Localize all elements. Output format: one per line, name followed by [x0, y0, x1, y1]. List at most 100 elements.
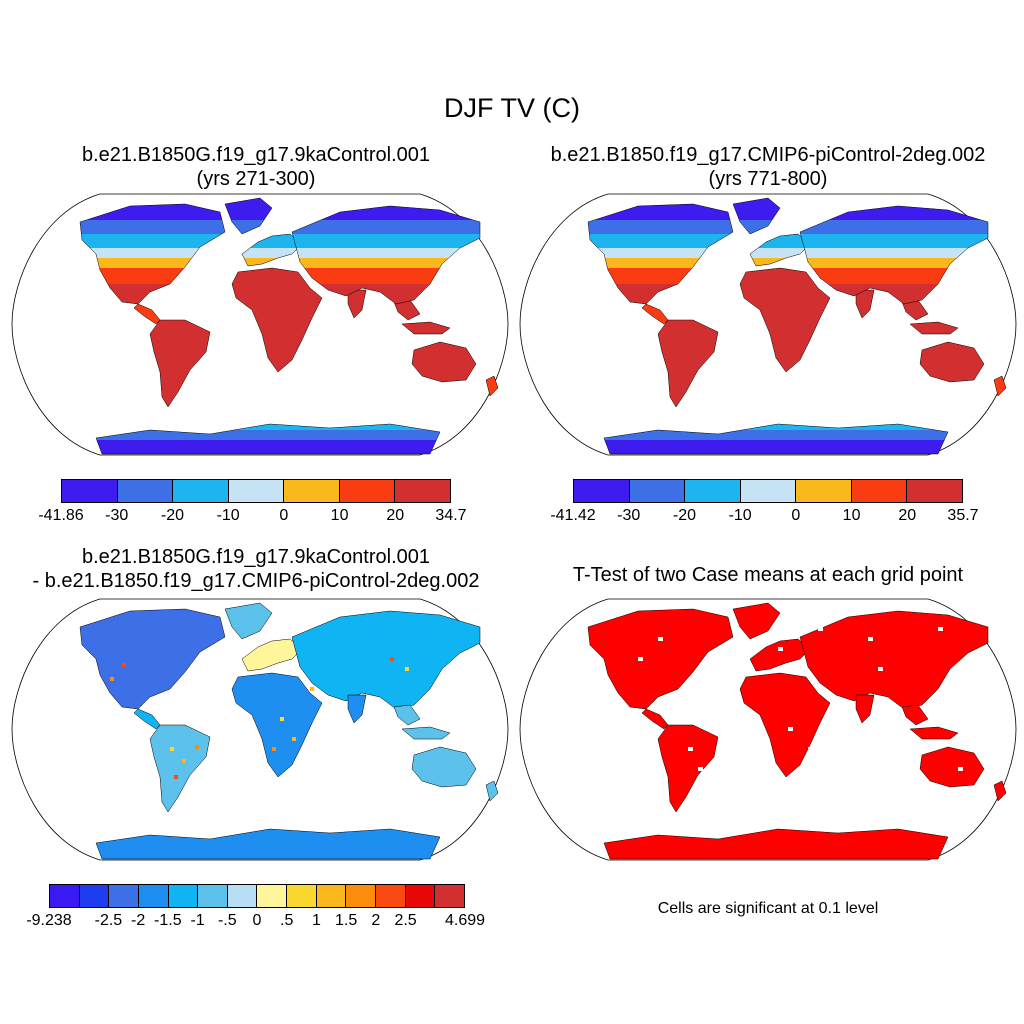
panel-2-title-line2: (yrs 771-800)	[708, 168, 828, 190]
continent-asia	[799, 610, 989, 710]
land-field	[79, 197, 499, 455]
colorbar-panel-1-labels: -41.86 -30 -20 -10 0 10 20 34.7	[38, 507, 466, 525]
colorbar-tick-label: 0	[791, 507, 801, 524]
non-significant-cell	[688, 747, 693, 751]
continent-india	[855, 694, 875, 724]
continent-india	[855, 289, 875, 319]
significant-cells	[587, 602, 1007, 860]
non-significant-cell	[868, 637, 873, 641]
panel-1-title-line1: b.e21.B1850G.f19_g17.9kaControl.001	[81, 144, 431, 166]
colorbar-box	[257, 885, 288, 907]
continent-africa	[231, 672, 323, 778]
colorbar-box	[173, 480, 229, 502]
continent-india	[347, 694, 367, 724]
colorbar-tick-label: -.5	[217, 912, 237, 929]
continent-antarctica	[95, 828, 441, 860]
anomaly-cell	[310, 687, 314, 691]
panel-1-title-line2: (yrs 271-300)	[196, 168, 316, 190]
continent-southAmerica	[657, 319, 719, 408]
colorbar-tick-label: -9.238	[26, 912, 72, 929]
colorbar-tick-label: 10	[842, 507, 861, 524]
colorbar-tick-label: 10	[330, 507, 349, 524]
anomaly-cell	[292, 737, 296, 741]
colorbar-box	[198, 885, 228, 907]
colorbar-box	[168, 885, 199, 907]
colorbar-box	[109, 885, 139, 907]
colorbar-tick-label: -30	[105, 507, 129, 524]
colorbar-tick-label: 35.7	[947, 507, 979, 524]
map-panel-3	[11, 598, 509, 861]
colorbar-tick-label: 20	[386, 507, 405, 524]
continent-southAmerica	[657, 724, 719, 813]
continent-greenland	[224, 602, 273, 640]
continent-southAmerica	[149, 319, 211, 408]
anomaly-cell	[182, 759, 186, 763]
colorbar-tick-label: 20	[898, 507, 917, 524]
colorbar-tick-label: -2.5	[94, 912, 123, 929]
colorbar-box	[685, 480, 741, 502]
colorbar-panel-1	[61, 479, 451, 503]
continent-australia	[919, 746, 985, 788]
non-significant-cell	[658, 637, 663, 641]
continent-centralAm	[133, 708, 161, 730]
continent-northAmerica	[587, 608, 734, 710]
continent-centralAm	[641, 303, 669, 325]
colorbar-box	[284, 480, 340, 502]
continent-nz	[993, 780, 1007, 802]
colorbar-box	[376, 885, 406, 907]
panel-3-title: b.e21.B1850G.f19_g17.9kaControl.001 - b.…	[0, 545, 512, 592]
continent-africa	[739, 267, 831, 373]
colorbar-tick-label: -2	[131, 912, 146, 929]
panel-3-title-line1: b.e21.B1850G.f19_g17.9kaControl.001	[81, 546, 431, 568]
anomaly-cell	[110, 677, 114, 681]
continent-india	[347, 289, 367, 319]
colorbar-tick-label: -10	[216, 507, 240, 524]
colorbar-tick-label: 2.5	[394, 912, 417, 929]
colorbar-box	[79, 885, 110, 907]
continent-antarctica	[604, 424, 948, 454]
panel-3-title-line2: - b.e21.B1850.f19_g17.CMIP6-piControl-2d…	[32, 570, 480, 592]
colorbar-box	[117, 480, 174, 502]
colorbar-box	[629, 480, 686, 502]
colorbar-tick-label: -1.5	[154, 912, 182, 929]
panel-2-title-line1: b.e21.B1850.f19_g17.CMIP6-piControl-2deg…	[550, 144, 986, 166]
significance-footnote: Cells are significant at 0.1 level	[657, 900, 879, 917]
colorbar-box	[907, 480, 963, 502]
continent-northAmerica	[79, 608, 226, 710]
colorbar-box	[138, 885, 169, 907]
colorbar-tick-label: -41.86	[38, 507, 84, 524]
colorbar-box	[339, 480, 396, 502]
colorbar-panel-3-labels: -9.238 -2.5 -2 -1.5 -1 -.5 0 .5 1 1.5 2 2.5 4.699	[26, 912, 485, 930]
colorbar-box	[227, 885, 258, 907]
anomaly-cell	[390, 657, 394, 661]
continent-indonesia	[909, 726, 959, 740]
land-field	[79, 602, 499, 860]
colorbar-tick-label: -41.42	[550, 507, 596, 524]
continent-asia	[292, 206, 480, 304]
continent-nz	[485, 375, 499, 397]
map-panel-2	[519, 193, 1017, 456]
colorbar-panel-2-labels: -41.42 -30 -20 -10 0 10 20 35.7	[550, 507, 978, 525]
anomaly-cell	[405, 667, 409, 671]
non-significant-cell	[788, 727, 793, 731]
colorbar-box	[574, 480, 630, 502]
continent-indonesia	[909, 321, 959, 335]
continent-antarctica	[603, 828, 949, 860]
colorbar-tick-label: 0	[252, 912, 262, 929]
anomaly-cell	[280, 717, 284, 721]
colorbar-box	[435, 885, 464, 907]
colorbar-tick-label: 4.699	[444, 912, 486, 929]
colorbar-box	[316, 885, 347, 907]
non-significant-cell	[958, 767, 963, 771]
colorbar-box	[395, 480, 451, 502]
non-significant-cell	[818, 627, 823, 631]
continent-centralAm	[133, 303, 161, 325]
non-significant-cell	[638, 657, 643, 661]
colorbar-tick-label: -20	[160, 507, 184, 524]
colorbar-tick-label: 2	[371, 912, 381, 929]
colorbar-box	[405, 885, 436, 907]
colorbar-tick-label: -1	[190, 912, 205, 929]
continent-australia	[919, 341, 985, 383]
anomaly-cell	[122, 663, 126, 667]
anomaly-cell	[170, 747, 174, 751]
